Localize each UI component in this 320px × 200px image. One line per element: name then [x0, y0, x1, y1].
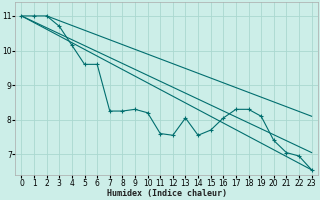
- X-axis label: Humidex (Indice chaleur): Humidex (Indice chaleur): [107, 189, 227, 198]
